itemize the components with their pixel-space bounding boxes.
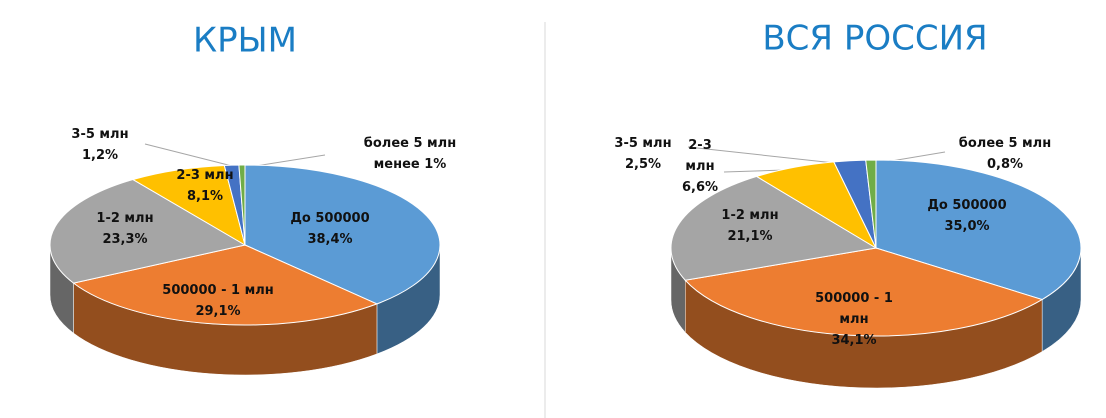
label-value: 0,8% <box>986 157 1024 172</box>
label-value: 8,1% <box>186 189 224 204</box>
data-label: 3-5 млн 1,2% <box>55 124 145 166</box>
label-category: 500000 - 1 млн <box>815 291 893 327</box>
data-label: До 500000 35,0% <box>907 195 1027 237</box>
label-category: более 5 млн <box>958 136 1052 151</box>
label-category: До 500000 <box>290 211 370 226</box>
label-value: менее 1% <box>373 157 447 172</box>
pie-slice <box>684 247 1044 337</box>
data-label: 500000 - 1 млн 29,1% <box>148 280 288 322</box>
label-value: 38,4% <box>307 232 353 247</box>
data-label: 500000 - 1 млн 34,1% <box>804 288 904 351</box>
data-label: 1-2 млн 21,1% <box>705 205 795 247</box>
pie-slice <box>49 178 247 284</box>
label-category: До 500000 <box>927 198 1007 213</box>
label-category: 1-2 млн <box>96 211 154 226</box>
pie-slice <box>238 164 246 246</box>
pie-slice <box>670 175 878 281</box>
data-label: 2-3 млн 8,1% <box>165 165 245 207</box>
data-label: более 5 млн 0,8% <box>940 133 1070 175</box>
chart-title: ВСЯ РОССИЯ <box>762 19 987 59</box>
label-category: 3-5 млн <box>71 127 129 142</box>
data-label: 2-3 млн 6,6% <box>680 135 720 198</box>
label-value: 1,2% <box>81 148 119 163</box>
label-category: 500000 - 1 млн <box>162 283 274 298</box>
data-label: 3-5 млн 2,5% <box>598 133 688 175</box>
label-category: 2-3 млн <box>176 168 234 183</box>
pie-slice <box>865 159 877 249</box>
label-value: 21,1% <box>727 229 773 244</box>
leader-line <box>687 146 854 166</box>
data-label: До 500000 38,4% <box>270 208 390 250</box>
label-category: 2-3 млн <box>685 138 715 174</box>
pie-slice <box>244 164 441 305</box>
data-label: 1-2 млн 23,3% <box>80 208 170 250</box>
label-value: 34,1% <box>831 333 877 348</box>
label-value: 23,3% <box>102 232 148 247</box>
pie-slice <box>875 159 1082 301</box>
label-category: более 5 млн <box>363 136 457 151</box>
label-value: 2,5% <box>624 157 662 172</box>
label-value: 29,1% <box>195 304 241 319</box>
label-category: 1-2 млн <box>721 208 779 223</box>
label-value: 35,0% <box>944 219 990 234</box>
pie-slice <box>131 164 246 247</box>
label-category: 3-5 млн <box>614 136 672 151</box>
pie-slice <box>72 244 379 326</box>
label-value: 6,6% <box>681 180 719 195</box>
chart-title: КРЫМ <box>193 21 297 61</box>
leader-line <box>144 143 241 169</box>
data-label: более 5 млн менее 1% <box>345 133 475 175</box>
